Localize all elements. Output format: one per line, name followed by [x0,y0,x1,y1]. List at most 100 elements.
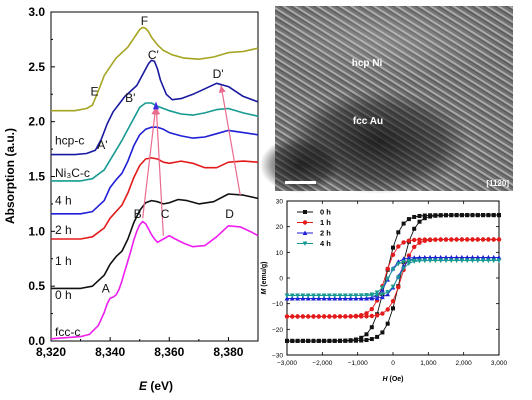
mh-marker [438,237,443,242]
mh-marker [343,293,348,298]
mh-marker [417,258,422,264]
mh-marker [353,337,358,342]
mh-x-tick-label: 0 [391,360,395,367]
xanes-y-tick-label: 2.5 [28,60,45,74]
xanes-series-line [51,193,259,290]
mh-marker [391,306,395,311]
mh-marker [401,240,406,245]
mh-marker [311,293,316,298]
xanes-arrow-head [218,85,226,93]
mh-marker [412,226,417,231]
mh-marker [374,290,380,296]
mh-marker [359,335,364,340]
mh-marker [380,311,385,316]
mh-marker [327,293,332,298]
mh-marker [444,213,448,218]
mh-marker [327,296,332,301]
xanes-series-label: 2 h [55,223,72,237]
mh-marker [475,213,480,218]
mh-marker [390,298,396,304]
mh-marker [480,254,486,260]
mh-marker [300,293,306,298]
tem-image: hcp Ni fcc Au [11̅2̅0] [260,0,513,194]
mh-marker [427,258,433,264]
mh-marker [449,254,454,260]
mh-marker [327,338,332,343]
mh-marker [459,213,464,218]
mh-marker [343,296,348,301]
mh-marker [348,314,353,319]
mh-marker [491,258,496,264]
mh-marker [496,237,502,242]
mh-marker [464,258,470,264]
mh-marker [428,213,433,218]
mh-marker [396,284,401,290]
mh-y-tick-label: −20 [272,327,283,334]
mh-marker [422,237,427,242]
xanes-series [50,26,259,340]
mh-ticks: −30 −20 −10 0 10 20 30 −3,000 −2,000 −1,000 0 1,000… [272,199,508,368]
xanes-series-label: 0 h [55,288,72,302]
mh-marker [438,258,443,264]
mh-marker [316,338,321,343]
xanes-series-label: hcp-c [55,133,84,147]
mh-marker [369,292,375,297]
mh-marker [396,244,401,249]
mh-marker [412,214,417,219]
mh-marker [290,338,295,343]
xanes-peak-label: F [141,14,148,28]
mh-marker [332,314,337,319]
xanes-arrow-line [220,85,241,196]
mh-legend: 0 h1 h 2 h4 h [297,208,331,248]
xanes-peak-label: A [102,282,110,296]
mh-marker [390,284,396,290]
mh-marker [449,237,454,242]
mh-marker [486,258,491,264]
mh-marker [491,213,496,218]
mh-y-tick-label: 0 [279,276,283,283]
mh-y-axis-label: M (emu/g) [261,261,268,294]
mh-marker [359,338,364,343]
mh-marker [454,254,459,260]
xanes-peak-label: D' [213,67,224,81]
xanes-x-axis-label: E (eV) [139,379,173,393]
mh-marker [443,237,449,242]
mh-marker [385,276,390,282]
mh-marker [390,267,396,272]
xanes-peak-label: B' [125,91,135,105]
mh-marker [417,237,422,242]
mh-marker [358,295,364,301]
xanes-series-line [51,59,259,156]
magnetization-chart: −30 −20 −10 0 10 20 30 −3,000 −2,000 −1,000 0 1,000… [261,199,508,384]
mh-marker [449,213,454,218]
mh-legend-label: 0 h [320,208,331,217]
mh-marker [348,296,353,301]
xanes-plot-frame [50,11,259,342]
mh-marker [369,313,374,319]
mh-marker [475,258,481,264]
xanes-peak-labels: A B C D A' B' C' D' E F [90,14,234,296]
xanes-chart: 0.0 0.5 1.0 1.5 2.0 2.5 3.0 8,320 8,340 8,360 8,38… [3,5,259,393]
mh-marker [470,237,475,242]
mh-marker [465,213,470,218]
mh-marker [438,213,443,218]
xanes-y-tick-label: 0.5 [28,279,45,293]
mh-marker [491,237,496,242]
xanes-x-tick-label: 8,360 [154,345,184,359]
mh-y-tick-label: 10 [276,250,284,257]
mh-marker [337,293,343,298]
mh-marker [449,258,454,264]
mh-marker [438,254,443,260]
mh-x-tick-label: 1,000 [420,360,437,367]
mh-marker [380,330,385,335]
xanes-series-labels: fcc-c 0 h 1 h 2 h 4 h Ni₃C-c hcp-c [55,133,90,339]
mh-marker [311,296,316,301]
xanes-ticks: 0.0 0.5 1.0 1.5 2.0 2.5 3.0 8,320 8,340 8,360 8,38… [28,5,243,359]
mh-marker [396,230,401,235]
mh-marker [385,321,390,326]
mh-legend-label: 2 h [320,229,331,238]
mh-marker [427,237,433,242]
mh-marker [284,296,290,301]
mh-marker [300,296,306,301]
mh-marker [311,338,316,343]
